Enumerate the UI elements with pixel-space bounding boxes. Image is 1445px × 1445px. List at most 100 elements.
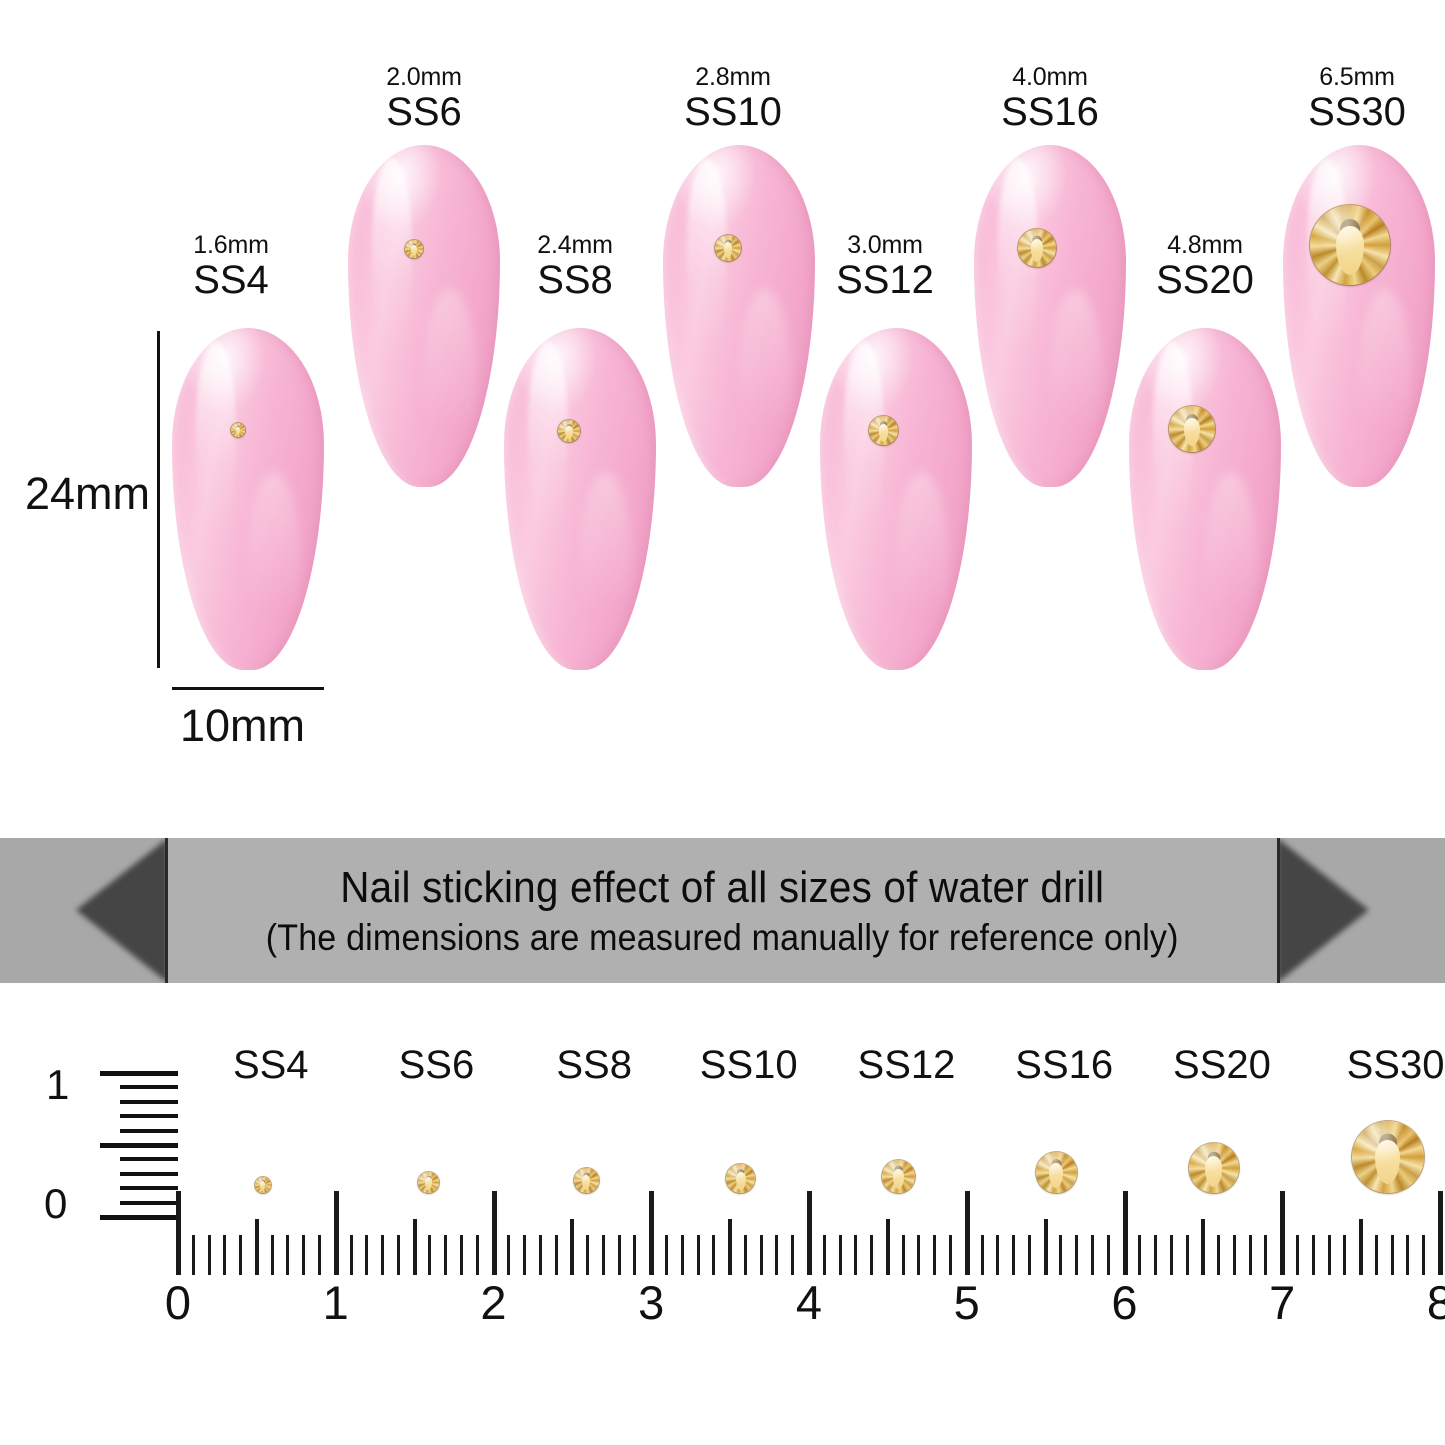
ruler-tick [523,1235,527,1275]
ruler-tick [1264,1235,1268,1275]
vertical-scale-tick [120,1171,178,1176]
ruler-tick [775,1235,779,1275]
nail-label-ss30: 6.5mm SS30 [1308,63,1406,134]
rhinestone-icon [715,235,741,261]
ruler-gem-label-ss6: SS6 [398,1043,475,1087]
ruler-tick [570,1219,575,1275]
nail-gloss-secondary [580,471,632,650]
ruler-gem-label-ss8: SS8 [556,1043,632,1087]
rhinestone-icon [558,420,580,442]
nail-label-ss6: 2.0mm SS6 [386,63,462,134]
ruler-tick [1311,1235,1315,1275]
rhinestone-icon [1351,1121,1424,1193]
rhinestone-icon [573,1168,599,1193]
nail-label-ss4: 1.6mm SS4 [193,231,269,302]
ruler-tick [917,1235,921,1275]
nail-gloss-secondary [896,471,948,650]
vertical-scale-tick [100,1071,178,1076]
nail-shape [172,328,324,670]
ruler-tick [728,1219,733,1275]
ruler-tick [1185,1235,1189,1275]
rhinestone-icon [254,1177,271,1193]
ruler-tick [680,1235,684,1275]
ruler-tick [964,1191,970,1275]
vertical-scale-tick [120,1186,178,1191]
ruler-tick [617,1235,621,1275]
ruler-number: 0 [164,1276,192,1329]
ruler-tick [396,1235,400,1275]
vertical-scale-bottom-label: 0 [44,1180,68,1227]
vertical-scale-top-label: 1 [46,1061,70,1108]
ruler-tick [712,1235,716,1275]
ruler-number: 7 [1269,1276,1296,1329]
nail-showcase-panel: 24mm 10mm 1.6mm SS4 2.0mm SS6 2.4mm SS8 [25,63,1435,751]
vertical-scale-tick [100,1215,178,1220]
nail-shape [1129,328,1281,670]
ruler-tick [1012,1235,1016,1275]
nail-gloss-highlight [372,158,412,371]
rhinestone-icon [405,240,423,258]
ruler-tick [1201,1219,1206,1275]
ruler-tick [665,1235,669,1275]
banner-subtitle: (The dimensions are measured manually fo… [266,916,1179,958]
ruler-tick [1217,1235,1221,1275]
ruler-tick [1075,1235,1079,1275]
banner-right-edge [1277,838,1280,983]
nail-shape [663,145,815,487]
vertical-scale-tick [120,1200,178,1205]
ruler-number: 2 [480,1276,507,1329]
rhinestone-icon [1035,1152,1077,1193]
ruler-tick [1154,1235,1158,1275]
nail-label-ss12: 3.0mm SS12 [836,231,934,302]
ruler-tick [980,1235,984,1275]
ruler-tick [1359,1219,1364,1275]
ruler-gem-label-ss20: SS20 [1173,1043,1271,1087]
nail-shape [348,145,500,487]
ruler-number: 5 [953,1276,980,1329]
ruler-number: 3 [638,1276,665,1329]
ruler-tick [1343,1235,1347,1275]
ruler-tick [1169,1235,1173,1275]
ruler-tick [1248,1235,1252,1275]
ruler-tick [901,1235,905,1275]
banner-left-wedge-icon [76,838,168,983]
vertical-scale-tick [120,1114,178,1119]
ruler-tick [1059,1235,1063,1275]
ruler-tick [586,1235,590,1275]
ruler-tick [191,1235,195,1275]
nail-gloss-highlight [196,341,236,554]
banner-right-wedge-icon [1277,838,1369,983]
vertical-scale-tick [120,1157,178,1162]
nail-gloss-secondary [739,288,791,467]
ruler-tick [933,1235,937,1275]
nail-label-ss8: 2.4mm SS8 [537,231,613,302]
ruler-tick [1027,1235,1031,1275]
rhinestone-icon [231,423,245,437]
ruler-tick [207,1235,211,1275]
ruler-tick [1422,1235,1426,1275]
nail-gloss-secondary [248,471,300,650]
ruler-tick [807,1191,812,1275]
ruler-number: 6 [1111,1276,1138,1329]
ruler-tick [838,1235,842,1275]
ruler-tick [475,1235,479,1275]
nail-gloss-highlight [687,158,727,371]
ruler-tick [270,1235,274,1275]
ruler-tick [365,1235,369,1275]
ruler-tick [333,1191,339,1275]
banner-text-area: Nail sticking effect of all sizes of wat… [168,838,1277,983]
nail-shape [820,328,972,670]
ruler-tick [1406,1235,1410,1275]
banner-left-fold [0,838,168,983]
ruler-tick [1043,1219,1048,1275]
ruler-tick [428,1235,432,1275]
nail-gloss-secondary [1050,288,1102,467]
nail-shape [1283,145,1435,487]
ruler-tick [507,1235,511,1275]
height-measure-label: 24mm [25,468,151,519]
ruler-gem-label-ss30: SS30 [1346,1043,1445,1087]
rhinestone-icon [1310,205,1390,285]
vertical-scale-tick [120,1085,178,1090]
banner-left-edge [165,838,168,983]
